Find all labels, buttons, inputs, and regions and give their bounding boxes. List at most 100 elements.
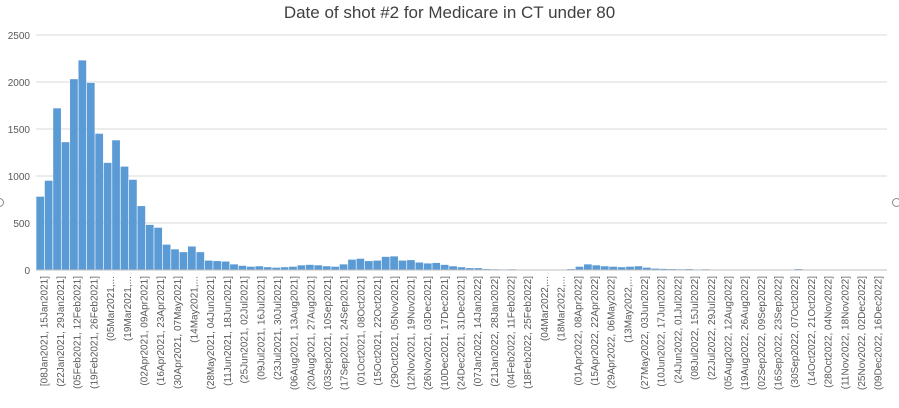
bar: (07Jan2022, 14Jan2022]: 20 [474, 268, 483, 270]
bar: (24Dec2021, 31Dec2021]: 30 [457, 267, 466, 270]
x-tick-label: (27May2022, 03Jun2022] [640, 276, 651, 390]
bar: (23Jul2021, 30Jul2021]: 25 [272, 267, 281, 270]
x-tick-label: (28Oct2022, 04Nov2022] [824, 276, 835, 388]
x-tick-label: (25Jun2021, 02Jul2021] [240, 276, 251, 384]
bar: (27May2022, 03Jun2022]: 25 [642, 267, 651, 270]
bar: (06May2022, 13May2022]: 30 [617, 267, 626, 270]
bar: (18Jun2021, 25Jun2021]: 60 [230, 264, 238, 270]
bar: (04Jun2021, 11Jun2021]: 95 [213, 261, 222, 270]
bar: (23Apr2021, 30Apr2021]: 270 [162, 244, 171, 270]
bar: (30Apr2021, 07May2021]: 220 [171, 249, 179, 270]
bar-series: [08Jan2021, 15Jan2021]: 780(15Jan2021, 2… [36, 60, 887, 271]
bar: (25Jun2021, 02Jul2021]: 45 [238, 265, 247, 270]
bar: (30Jul2021, 06Aug2021]: 30 [280, 267, 289, 270]
x-tick-label: (16Sep2022, 23Sep2022] [774, 276, 785, 390]
x-tick-label: (01Apr2022, 08Apr2022] [573, 276, 584, 386]
x-tick-label: (07Jan2022, 14Jan2022] [473, 276, 484, 387]
x-tick-label: (19Aug2022, 26Aug2022] [740, 276, 751, 390]
bar: (05Mar2021, 12Mar2021]: 1140 [103, 162, 112, 270]
bar: (15Oct2021, 22Oct2021]: 100 [373, 260, 382, 270]
bar: (03Jun2022, 10Jun2022]: 15 [651, 268, 660, 270]
x-tick-label: (14Oct2022, 21Oct2022] [807, 276, 818, 386]
bar: (19Nov2021, 26Nov2021]: 80 [415, 262, 424, 270]
y-tick-label: 1000 [8, 172, 31, 183]
x-tick-label: (14May2021,... [190, 276, 201, 343]
x-tick-label: (29Apr2022, 06May2022] [607, 276, 618, 389]
x-tick-label: (01Oct2021, 08Oct2021] [356, 276, 367, 386]
bar: (20Aug2021, 27Aug2021]: 55 [305, 264, 314, 270]
bar: (15Apr2022, 22Apr2022]: 50 [592, 265, 601, 270]
x-tick-label: (09Jul2021, 16Jul2021] [256, 276, 267, 380]
x-tick-label: (22Jan2021, 29Jan2021] [56, 276, 67, 387]
bar: (10Sep2021, 17Sep2021]: 35 [331, 266, 339, 270]
x-tick-label: (12Nov2021, 19Nov2021] [406, 276, 417, 390]
x-tick-label: (28May2021, 04Jun2021] [206, 276, 217, 390]
bar: (22Apr2022, 29Apr2022]: 40 [600, 266, 609, 270]
bar: (03Dec2021, 10Dec2021]: 75 [432, 262, 441, 270]
x-tick-label: (30Apr2021, 07May2021] [173, 276, 184, 389]
bar: (09Jul2021, 16Jul2021]: 40 [255, 266, 264, 270]
x-tick-label: (24Jun2022, 01Jul2022] [673, 276, 684, 384]
x-tick-label: (03Sep2021, 10Sep2021] [323, 276, 334, 390]
bar: (10Dec2021, 17Dec2021]: 55 [440, 264, 449, 270]
bar: (26Nov2021, 03Dec2021]: 70 [423, 263, 432, 270]
x-tick-label: (08Jul2022, 15Jul2022] [690, 276, 701, 380]
x-tick-label: (05Mar2021,... [106, 276, 117, 341]
x-tick-label: (04Feb2022, 11Feb2022] [507, 276, 518, 388]
bar: (29Apr2022, 06May2022]: 35 [609, 266, 618, 270]
bar: (05Feb2021, 12Feb2021]: 2030 [70, 79, 78, 271]
bar: (29Oct2021, 05Nov2021]: 145 [390, 256, 398, 270]
x-tick-label: (11Jun2021, 18Jun2021] [223, 276, 234, 386]
x-tick-label: (13May2022,... [623, 276, 634, 343]
bar: (27Aug2021, 03Sep2021]: 50 [314, 265, 323, 270]
bar: (19Feb2021, 26Feb2021]: 1990 [86, 82, 95, 270]
x-tick-label: (24Dec2021, 31Dec2021] [457, 276, 468, 390]
chart-resize-handle-right[interactable] [892, 198, 899, 207]
gridlines [36, 34, 887, 224]
bar: (28May2021, 04Jun2021]: 100 [204, 260, 213, 270]
x-tick-label: (04Mar2022,... [540, 276, 551, 341]
bar: (03Sep2021, 10Sep2021]: 40 [322, 266, 331, 270]
x-tick-label: (20Aug2021, 27Aug2021] [306, 276, 317, 390]
x-tick-label: (26Nov2021, 03Dec2021] [423, 276, 434, 390]
y-tick-label: 2000 [8, 78, 31, 89]
bar: (17Sep2021, 24Sep2021]: 60 [339, 264, 348, 270]
x-tick-label: (22Jul2022, 29Jul2022] [707, 276, 718, 380]
bar: (29Jan2021, 05Feb2021]: 1360 [61, 142, 70, 270]
x-tick-label: (17Sep2021, 24Sep2021] [340, 276, 351, 390]
bar: (24Sep2021, 01Oct2021]: 110 [348, 259, 356, 270]
x-tick-label: (15Apr2022, 22Apr2022] [590, 276, 601, 386]
bar: (22Jan2021, 29Jan2021]: 1720 [53, 108, 61, 270]
x-tick-label: (21Jan2022, 28Jan2022] [490, 276, 501, 387]
x-tick-label: (16Apr2021, 23Apr2021] [156, 276, 167, 386]
x-tick-label: (25Nov2022, 02Dec2022] [857, 276, 868, 390]
bar: [08Jan2021, 15Jan2021]: 780 [36, 196, 45, 270]
bar: (12Nov2021, 19Nov2021]: 105 [407, 260, 415, 270]
bar: (16Apr2021, 23Apr2021]: 450 [154, 227, 163, 270]
bar: (07May2021, 14May2021]: 190 [179, 252, 188, 270]
bar: (26Feb2021, 05Mar2021]: 1450 [95, 133, 104, 270]
x-tick-label: (09Dec2022, 16Dec2022] [874, 276, 885, 390]
bar: (19Mar2021, 26Mar2021]: 1100 [120, 166, 129, 270]
x-tick-label: (30Sep2022, 07Oct2022] [790, 276, 801, 388]
bar: (13Aug2021, 20Aug2021]: 50 [297, 265, 306, 270]
chart-title: Date of shot #2 for Medicare in CT under… [283, 3, 616, 22]
bar: (12Mar2021, 19Mar2021]: 1380 [112, 140, 120, 270]
bar: (26Mar2021, 02Apr2021]: 960 [129, 179, 137, 270]
x-tick-label: (05Feb2021, 12Feb2021] [73, 276, 84, 389]
x-tick-label: (18Mar2022,... [557, 276, 568, 341]
x-tick-label: (11Nov2022, 18Nov2022] [840, 276, 851, 389]
bar: (08Apr2022, 15Apr2022]: 60 [584, 264, 592, 270]
y-tick-label: 2500 [8, 31, 31, 42]
bar: (10Jun2022, 17Jun2022]: 12 [659, 268, 668, 270]
bar: (05Nov2021, 12Nov2021]: 100 [398, 260, 407, 270]
bar: (14May2021, 21May2021]: 250 [188, 246, 196, 270]
bar: (08Oct2021, 15Oct2021]: 95 [364, 261, 373, 270]
bar: (13May2022, 20May2022]: 35 [626, 266, 634, 270]
y-tick-label: 1500 [8, 125, 31, 136]
y-tick-label: 0 [24, 266, 30, 277]
x-tick-label: (10Dec2021, 17Dec2021] [440, 276, 451, 390]
x-axis-tick-labels: [08Jan2021, 15Jan2021] (22Jan2021, 29Jan2… [39, 276, 884, 390]
bar: (22Oct2021, 29Oct2021]: 140 [381, 256, 390, 270]
